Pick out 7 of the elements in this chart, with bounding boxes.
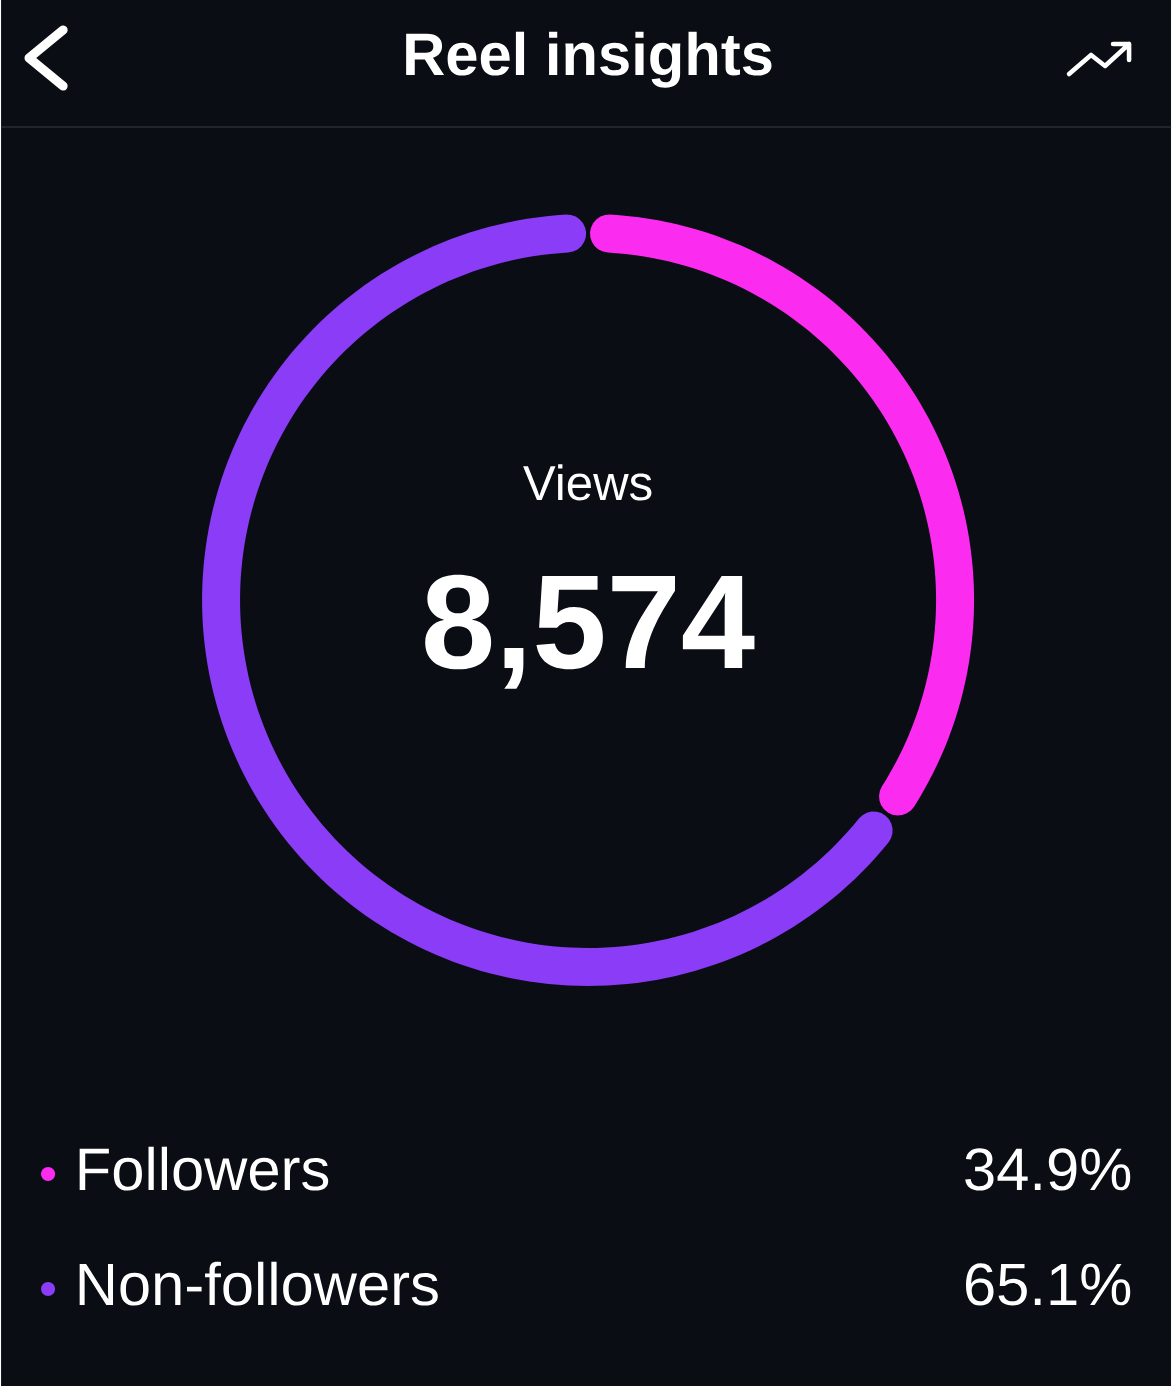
legend-label: Non-followers — [79, 1261, 438, 1306]
legend-label: Followers — [79, 1146, 329, 1191]
text: 8,574 — [425, 574, 755, 689]
chart-title: Reel insights — [406, 31, 772, 88]
text: Views — [523, 464, 652, 501]
data-label: 65.1% — [965, 1263, 1131, 1306]
data-label: 34.9% — [965, 1148, 1131, 1191]
